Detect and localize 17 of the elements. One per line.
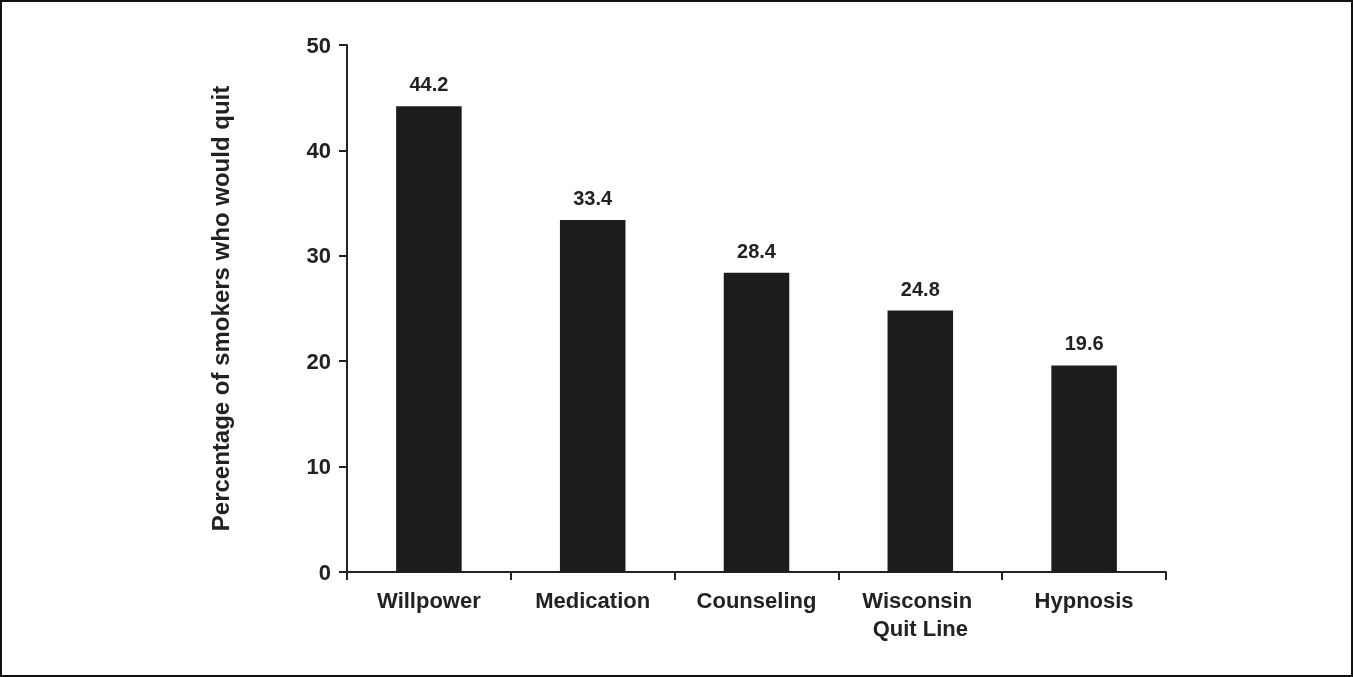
x-tick-label: Medication (535, 587, 651, 613)
data-label: 33.4 (573, 186, 614, 209)
data-label: 24.8 (900, 277, 940, 300)
data-label: 19.6 (1064, 332, 1104, 355)
y-tick-label: 10 (306, 454, 331, 480)
y-tick-label: 40 (306, 137, 331, 163)
x-tick-label: Hypnosis (1034, 587, 1134, 613)
y-tick-label: 0 (318, 559, 331, 585)
x-tick-label: Wisconsin Quit Line (862, 587, 979, 641)
y-tick-label: 50 (306, 32, 331, 58)
data-label: 44.2 (409, 73, 449, 96)
y-tick-label: 20 (306, 348, 331, 374)
x-tick-label: Willpower (377, 587, 482, 613)
y-tick-label: 30 (306, 243, 331, 269)
x-tick-label: Counseling (696, 587, 817, 613)
y-axis-title: Percentage of smokers who would quit (206, 85, 234, 532)
data-label: 28.4 (737, 239, 777, 262)
